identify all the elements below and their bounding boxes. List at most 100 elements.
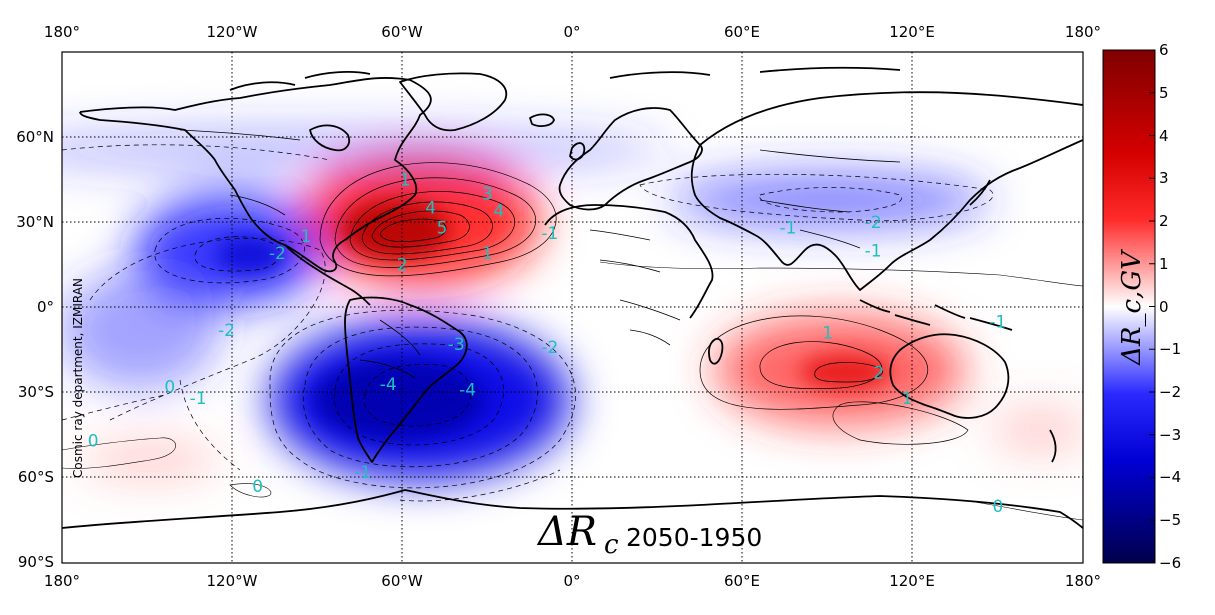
latitude-ticks: 60°N 30°N 0° 30°S 60°S 90°S bbox=[16, 128, 54, 571]
map-title-subscript: c bbox=[604, 530, 619, 560]
lon-tick-bottom: 0° bbox=[563, 572, 580, 590]
graticule bbox=[62, 52, 1083, 563]
contour-label: -4 bbox=[380, 375, 397, 395]
colorbar-tick-label: 5 bbox=[1159, 84, 1169, 102]
colorbar-tick-label: −5 bbox=[1159, 511, 1181, 529]
contour-label: 1 bbox=[400, 170, 411, 190]
map-title-period: 2050-1950 bbox=[626, 523, 762, 552]
contour-label: -1 bbox=[541, 224, 558, 244]
contour-label: 0 bbox=[992, 497, 1003, 517]
asia-coast bbox=[690, 91, 1083, 291]
colorbar-tick-label: −1 bbox=[1159, 340, 1181, 358]
colorbar-ticks bbox=[1149, 49, 1155, 564]
arctic-islands-coast bbox=[229, 66, 901, 91]
negative-anomaly-north-band bbox=[62, 128, 670, 172]
contour-label: -1 bbox=[190, 389, 207, 409]
contour-lines bbox=[319, 162, 969, 445]
iceland-coast bbox=[529, 113, 555, 127]
contour-label: 2 bbox=[397, 256, 408, 276]
longitude-ticks-top: 180° 120°W 60°W 0° 60°E 120°E 180° bbox=[44, 23, 1101, 41]
contour-label: 1 bbox=[300, 227, 311, 247]
lon-tick-bottom: 120°E bbox=[889, 572, 935, 590]
lat-tick: 90°S bbox=[18, 553, 54, 571]
japan-coast bbox=[969, 179, 991, 206]
lon-tick-bottom: 120°W bbox=[207, 572, 258, 590]
lat-tick: 60°N bbox=[16, 128, 54, 146]
coastlines bbox=[62, 66, 1083, 529]
contour-label: -3 bbox=[448, 335, 465, 355]
lon-tick-top: 180° bbox=[1065, 23, 1101, 41]
lon-tick-bottom: 180° bbox=[44, 572, 80, 590]
contour-label: 5 bbox=[437, 219, 448, 239]
lon-tick-top: 180° bbox=[44, 23, 80, 41]
contour-label: -1 bbox=[780, 219, 797, 239]
contour-label: 2 bbox=[873, 363, 884, 383]
colorbar-tick-label: 1 bbox=[1159, 255, 1169, 273]
colorbar-gradient bbox=[1102, 49, 1156, 564]
contour-label: -1 bbox=[865, 241, 882, 261]
negative-anomaly-asia bbox=[670, 172, 990, 228]
new-zealand-coast bbox=[1049, 429, 1057, 463]
contour-label: 1 bbox=[902, 389, 913, 409]
contour-label: -2 bbox=[218, 321, 235, 341]
contour-label: -2 bbox=[269, 244, 286, 264]
delta-rc-field bbox=[62, 128, 1083, 480]
contour-label: -1 bbox=[354, 463, 371, 483]
madagascar-coast bbox=[708, 338, 724, 365]
lat-tick: 30°S bbox=[18, 383, 54, 401]
lon-tick-bottom: 180° bbox=[1065, 572, 1101, 590]
contour-label: 1 bbox=[822, 324, 833, 344]
uk-coast bbox=[569, 142, 586, 161]
colorbar-tick-label: −6 bbox=[1159, 554, 1181, 572]
colorbar-tick-labels: 6 5 4 3 2 1 0 −1 −2 −3 −4 −5 −6 bbox=[1159, 41, 1181, 572]
lon-tick-top: 60°E bbox=[724, 23, 760, 41]
contour-label: 0 bbox=[88, 432, 99, 452]
colorbar-tick-label: 0 bbox=[1159, 298, 1169, 316]
colorbar-tick-label: 4 bbox=[1159, 127, 1169, 145]
hudson-bay-coast bbox=[309, 124, 350, 152]
colorbar-title: ΔR_c,GV bbox=[1117, 249, 1147, 366]
lon-tick-top: 0° bbox=[563, 23, 580, 41]
lon-tick-bottom: 60°E bbox=[724, 572, 760, 590]
europe-coast bbox=[558, 107, 703, 211]
map-title-symbol: ΔR bbox=[536, 509, 597, 555]
colorbar-tick-label: 6 bbox=[1159, 41, 1169, 59]
contour-label: 0 bbox=[252, 477, 263, 497]
colorbar-tick-label: −3 bbox=[1159, 426, 1181, 444]
country-borders bbox=[179, 129, 901, 379]
positive-anomaly-south-indian bbox=[990, 405, 1083, 455]
lon-tick-top: 120°W bbox=[207, 23, 258, 41]
greenland-coast bbox=[399, 72, 508, 132]
credit-label: Cosmic ray department, IZMIRAN bbox=[71, 278, 85, 478]
colorbar-tick-label: −2 bbox=[1159, 383, 1181, 401]
lon-tick-top: 120°E bbox=[889, 23, 935, 41]
lon-tick-bottom: 60°W bbox=[381, 572, 423, 590]
negative-anomaly-equatorial-pacific bbox=[62, 270, 220, 390]
map-frame bbox=[61, 51, 1084, 564]
contour-label: -1 bbox=[989, 312, 1006, 332]
contour-label: 0 bbox=[164, 378, 175, 398]
south-america-coast bbox=[344, 296, 468, 463]
colorbar: 6 5 4 3 2 1 0 −1 −2 −3 −4 −5 −6 ΔR_c,GV bbox=[1102, 41, 1181, 572]
contour-label: 3 bbox=[482, 185, 493, 205]
contour-label: -2 bbox=[865, 213, 882, 233]
contour-label: -4 bbox=[459, 380, 476, 400]
australia-coast bbox=[889, 333, 1010, 419]
colorbar-tick-label: 3 bbox=[1159, 169, 1169, 187]
colorbar-tick-label: 2 bbox=[1159, 212, 1169, 230]
antarctica-coast bbox=[62, 489, 1083, 529]
lat-tick: 0° bbox=[37, 298, 54, 316]
contour-label: 4 bbox=[425, 199, 436, 219]
contour-label: 4 bbox=[493, 202, 504, 222]
lat-tick: 30°N bbox=[16, 213, 54, 231]
map-title: ΔR c 2050-1950 bbox=[536, 509, 762, 560]
colorbar-tick-label: −4 bbox=[1159, 468, 1181, 486]
contour-label: -2 bbox=[541, 338, 558, 358]
lon-tick-top: 60°W bbox=[381, 23, 423, 41]
contour-label: 1 bbox=[482, 244, 493, 264]
africa-coast bbox=[544, 204, 714, 319]
north-america-coast bbox=[79, 77, 432, 273]
